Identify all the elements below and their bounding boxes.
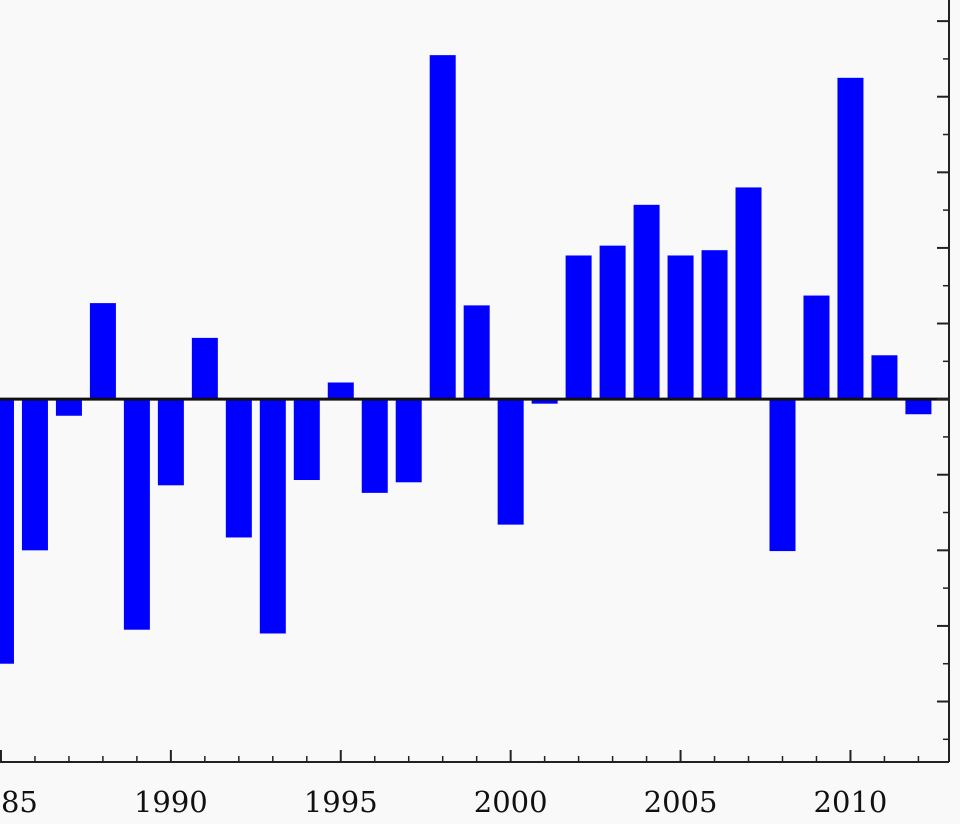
bar-1991 [191,337,218,400]
x-tick-label-1985: 1985 [0,785,38,819]
bars-layer [0,55,932,664]
bar-1995 [327,382,354,400]
bar-1992 [225,399,252,538]
bar-1994 [293,399,320,481]
bar-1986 [21,399,48,551]
bar-1997 [395,399,422,483]
bar-1996 [361,399,388,493]
bar-2001 [531,399,558,404]
bar-2000 [497,399,524,525]
bar-2011 [871,355,898,400]
bar-1990 [157,399,184,486]
x-tick-label-1995: 1995 [304,785,378,819]
x-tick-label-1990: 1990 [134,785,208,819]
bar-1989 [123,399,150,630]
bar-2009 [803,295,830,400]
bar-2003 [599,245,626,400]
bar-2004 [633,204,660,400]
bar-1998 [429,55,456,400]
bar-2008 [769,399,796,552]
tick-labels-layer: 1985 1990 1995 2000 2005 2010 [0,785,887,819]
x-tick-label-2000: 2000 [474,785,548,819]
x-tick-label-2010: 2010 [814,785,888,819]
bar-1999 [463,305,490,400]
bar-2012 [905,399,932,415]
bar-2006 [701,250,728,400]
axis-layer [0,0,950,763]
bar-1985 [0,399,14,664]
bar-1993 [259,399,286,634]
bar-2005 [667,255,694,400]
bar-1988 [89,303,116,400]
bar-2007 [735,187,762,400]
ticks-layer [0,20,949,762]
x-tick-label-2005: 2005 [644,785,718,819]
bar-2010 [837,77,864,400]
bar-1987 [55,399,82,416]
bar-2002 [565,255,592,400]
